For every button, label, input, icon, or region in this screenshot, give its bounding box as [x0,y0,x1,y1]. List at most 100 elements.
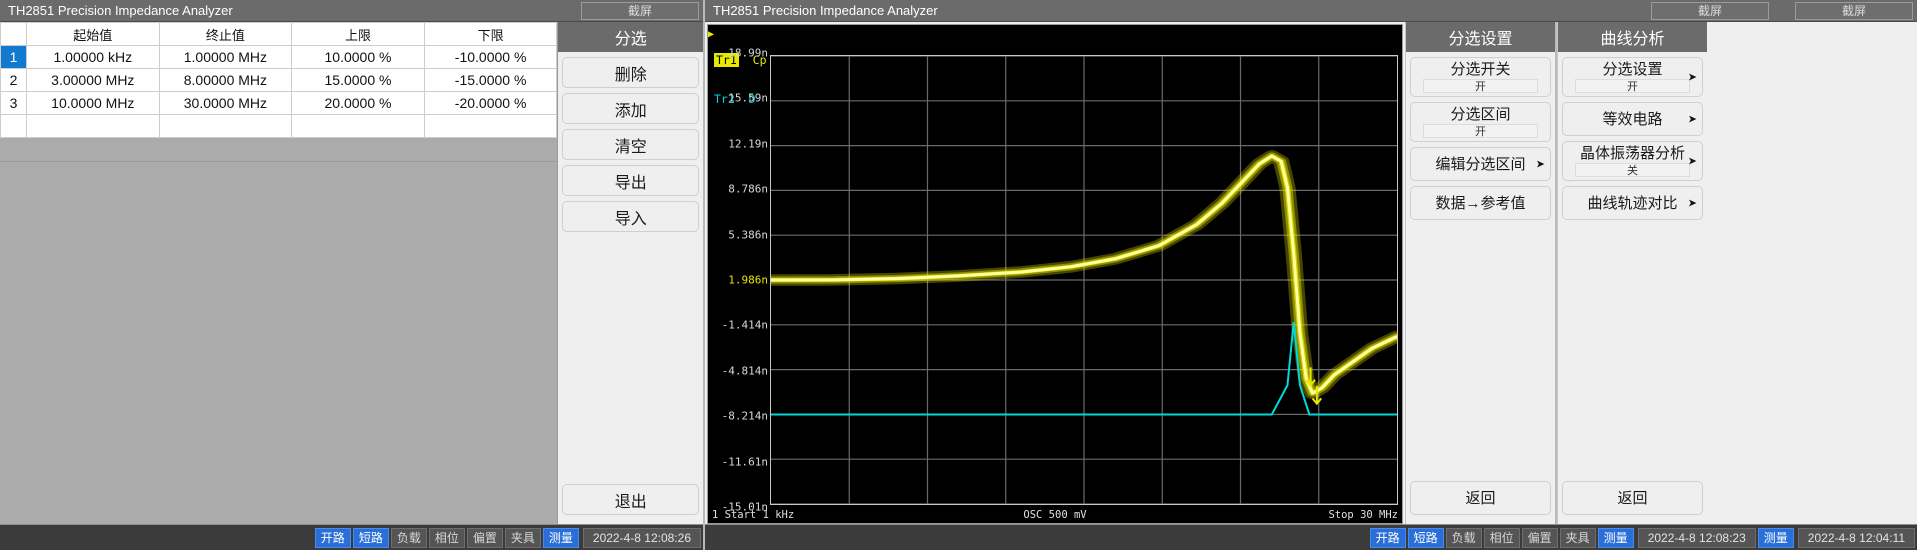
menu-item-import[interactable]: 导入 [562,201,699,232]
table-empty-area [0,161,558,524]
row-index[interactable]: 3 [0,91,27,115]
table-row[interactable]: 1 1.00000 kHz 1.00000 MHz 10.0000 % -10.… [0,45,558,69]
cell-lower[interactable]: -15.0000 % [423,68,558,92]
capture-button-1[interactable]: 截屏 [581,1,699,20]
menu-item-back-bin-label: 返回 [1465,489,1496,507]
cell-start[interactable]: 1.00000 kHz [26,45,160,69]
menu-item-curve-bin-settings[interactable]: 分选设置 开 ➤ [1562,57,1703,97]
status-fixture[interactable]: 夹具 [1559,527,1596,548]
menu-item-crystal-oscillator-label: 晶体振荡器分析 [1579,145,1685,162]
row-index-empty[interactable] [0,114,27,138]
cell-upper[interactable]: 20.0000 % [291,91,425,115]
y-axis-labels: 18.99n 15.59n 12.19n 8.786n 5.386n 1.986n -1.4… [708,47,770,514]
trace-pointer-icon: ▶ [708,29,715,40]
menu-item-bin-switch-value: 开 [1422,79,1539,93]
status-open[interactable]: 开路 [1369,527,1406,548]
status-load[interactable]: 负载 [390,527,427,548]
chevron-right-icon: ➤ [1535,158,1545,171]
table-row[interactable]: 3 10.0000 MHz 30.0000 MHz 20.0000 % -20.… [0,91,558,115]
plot-area[interactable] [762,55,1402,505]
menu-item-bin-range-value: 开 [1422,124,1539,138]
scope-display[interactable]: ▶ Tr1 Cp 3.4000 nF/ Ref 1.9865 nF Tr1:Fa… [707,24,1403,524]
row-index[interactable]: 2 [0,68,27,92]
status-bias[interactable]: 偏置 [466,527,503,548]
menu-item-bin-switch-label: 分选开关 [1450,61,1511,78]
capture-button-2[interactable]: 截屏 [1651,1,1769,20]
cell-start[interactable]: 3.00000 MHz [26,68,160,92]
cell-stop[interactable]: 30.0000 MHz [158,91,293,115]
window2-title: TH2851 Precision Impedance Analyzer [713,3,938,18]
cell-empty[interactable] [291,114,425,138]
y-axis-tick-label: -11.61n [721,455,768,469]
menu-item-equivalent-circuit[interactable]: 等效电路 ➤ [1562,102,1703,136]
cell-upper[interactable]: 15.0000 % [291,68,425,92]
y-axis-tick-label: 1.986n [728,273,768,287]
cell-lower[interactable]: -10.0000 % [423,45,558,69]
status-load[interactable]: 负载 [1445,527,1482,548]
menu-item-curve-bin-settings-label: 分选设置 [1602,61,1663,78]
window-bin-table: TH2851 Precision Impedance Analyzer 截屏 起… [0,0,705,550]
y-axis-tick-label: 5.386n [728,228,768,242]
y-axis-tick-label: 15.59n [728,91,768,105]
status-phase[interactable]: 相位 [1483,527,1520,548]
chevron-right-icon: ➤ [1687,155,1697,168]
menu-item-curve-bin-settings-value: 开 [1574,79,1691,93]
col-header-stop: 终止值 [158,22,293,46]
capture-button-3[interactable]: 截屏 [1795,1,1913,20]
cell-stop[interactable]: 8.00000 MHz [158,68,293,92]
status-short[interactable]: 短路 [1407,527,1444,548]
menu-item-bin-switch[interactable]: 分选开关 开 [1410,57,1551,97]
footer-osc: OSC 500 mV [1023,509,1087,521]
menu-item-data-to-ref[interactable]: 数据→参考值 [1410,186,1551,220]
cell-start[interactable]: 10.0000 MHz [26,91,160,115]
menu-item-crystal-oscillator[interactable]: 晶体振荡器分析 关 ➤ [1562,141,1703,181]
menu-item-back-bin[interactable]: 返回 [1410,481,1551,515]
menu-item-back-curve-label: 返回 [1617,489,1648,507]
trace2-name[interactable]: Tr2 [714,92,735,106]
y-axis-tick-label: 18.99n [728,46,768,60]
menu-item-curve-trace-compare[interactable]: 曲线轨迹对比 ➤ [1562,186,1703,220]
window1-title: TH2851 Precision Impedance Analyzer [8,3,233,18]
status-open[interactable]: 开路 [314,527,351,548]
menu-item-edit-bin-range[interactable]: 编辑分选区间 ➤ [1410,147,1551,181]
status-short[interactable]: 短路 [352,527,389,548]
menu-item-add[interactable]: 添加 [562,93,699,124]
bin-menu-panel: 分选 删除 添加 清空 导出 导入 退出 [558,22,703,524]
scope-area: ▶ Tr1 Cp 3.4000 nF/ Ref 1.9865 nF Tr1:Fa… [705,22,1405,524]
status-phase[interactable]: 相位 [428,527,465,548]
row-index[interactable]: 1 [0,45,27,69]
status-bias[interactable]: 偏置 [1521,527,1558,548]
status-measure[interactable]: 测量 [542,527,579,548]
trace1-name[interactable]: Tr1 [714,53,739,67]
menu-item-delete[interactable]: 删除 [562,57,699,88]
footer-start: 1 Start 1 kHz [712,509,795,521]
cell-upper[interactable]: 10.0000 % [291,45,425,69]
curve-analysis-panel: 曲线分析 分选设置 开 ➤ 等效电路 ➤ 晶体振荡器分析 关 ➤ 曲线轨迹对比 [1557,22,1707,524]
bin-settings-panel: 分选设置 分选开关 开 分选区间 开 编辑分选区间 ➤ 数据→参考值 返回 [1405,22,1555,524]
menu-item-back-curve[interactable]: 返回 [1562,481,1703,515]
menu-item-data-to-ref-label: 数据→参考值 [1435,194,1526,212]
cell-lower[interactable]: -20.0000 % [423,91,558,115]
cell-empty[interactable] [26,114,160,138]
cell-empty[interactable] [158,114,293,138]
trace2-param: D [748,92,756,106]
y-axis-tick-label: 8.786n [728,182,768,196]
table-row-empty[interactable] [0,114,558,138]
status-measure[interactable]: 测量 [1597,527,1634,548]
cell-stop[interactable]: 1.00000 MHz [158,45,293,69]
trace1-param: Cp [752,53,767,67]
menu-item-exit[interactable]: 退出 [562,484,699,515]
table-row[interactable]: 2 3.00000 MHz 8.00000 MHz 15.0000 % -15.… [0,68,558,92]
col-header-index [0,22,27,46]
bin-table[interactable]: 起始值 终止值 上限 下限 1 1.00000 kHz 1.00000 MHz … [0,22,558,138]
cell-empty[interactable] [423,114,558,138]
status-fixture[interactable]: 夹具 [504,527,541,548]
window2-statusbar: 开路 短路 负载 相位 偏置 夹具 测量 2022-4-8 12:08:23 测… [705,524,1917,550]
menu-item-bin-range[interactable]: 分选区间 开 [1410,102,1551,142]
y-axis-tick-label: -8.214n [721,409,768,423]
col-header-start: 起始值 [26,22,160,46]
status-measure-2[interactable]: 测量 [1757,527,1794,548]
table-header-row: 起始值 终止值 上限 下限 [0,22,558,46]
menu-item-clear[interactable]: 清空 [562,129,699,160]
menu-item-export[interactable]: 导出 [562,165,699,196]
